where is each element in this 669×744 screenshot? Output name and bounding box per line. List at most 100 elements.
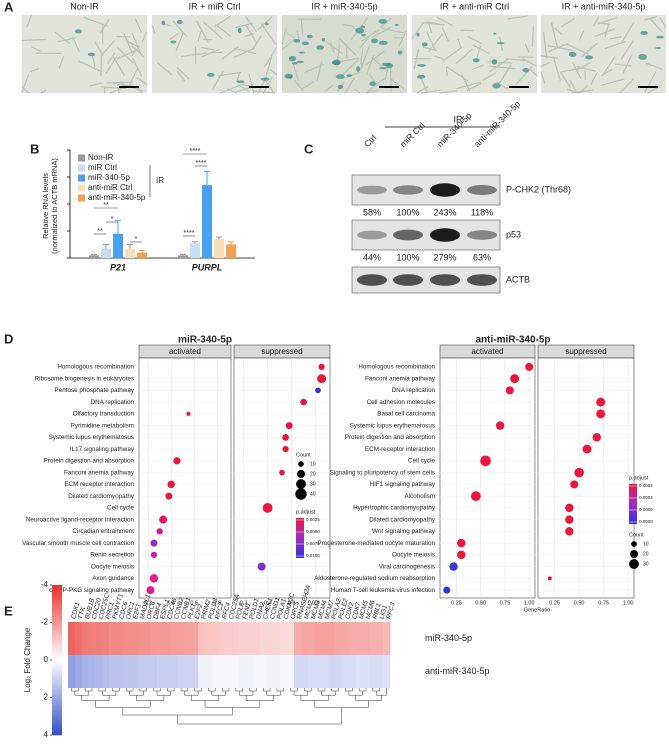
cell xyxy=(547,45,573,51)
legend-title: p.adjust xyxy=(296,509,316,515)
colorbar-cell xyxy=(52,637,62,641)
colorbar-cell xyxy=(52,630,62,633)
stain xyxy=(472,58,480,63)
micrograph xyxy=(151,15,278,94)
gene-label: E2F1 xyxy=(132,603,143,620)
y-tick-label: Fanconi anemia pathway xyxy=(365,375,436,382)
heat-cell xyxy=(232,655,240,688)
dendrogram xyxy=(239,691,254,696)
cell xyxy=(135,18,143,33)
y-tick-label: Protein digestion and absorption xyxy=(345,434,436,441)
stain xyxy=(361,33,366,37)
heat-cell xyxy=(136,622,144,655)
stain xyxy=(371,38,378,44)
heat-cell xyxy=(294,655,302,688)
heat-cell xyxy=(81,655,89,688)
heat-cell xyxy=(177,655,185,688)
x-tick-label: 0.2 xyxy=(240,600,248,606)
cell xyxy=(40,89,47,94)
dendrogram xyxy=(249,688,257,692)
bar xyxy=(101,248,111,258)
x-tick-label: 0.4 xyxy=(264,600,272,606)
y-tick-label: Progesterone-mediated oocyte maturation xyxy=(317,540,435,547)
cell xyxy=(235,22,254,29)
legend-label: 20 xyxy=(310,471,316,477)
heat-cell xyxy=(88,622,96,655)
colorbar-cell xyxy=(52,722,62,726)
heat-cell xyxy=(143,655,151,688)
cell xyxy=(428,33,444,52)
legend-dot xyxy=(629,549,639,559)
colorbar-cell xyxy=(52,597,62,601)
heat-cell xyxy=(157,655,165,688)
heat-cell xyxy=(205,622,213,655)
panel-label: E xyxy=(4,603,13,618)
band xyxy=(467,185,497,195)
row-label: anti-miR-340-5p xyxy=(425,666,490,676)
heat-cell xyxy=(170,622,178,655)
gene-label: RFC3 xyxy=(385,601,396,620)
blot-row-label: ACTB xyxy=(506,274,530,284)
colorbar-cell xyxy=(52,590,62,593)
dot xyxy=(186,411,191,416)
stain xyxy=(296,60,304,64)
sig-label: * xyxy=(135,236,138,243)
dot xyxy=(300,398,307,406)
cell xyxy=(21,38,48,42)
y-tick-label: Systemic lupus erythematosus xyxy=(350,422,435,429)
cell xyxy=(620,40,634,60)
cell xyxy=(176,67,190,80)
cell xyxy=(316,61,323,82)
legend-label: anti-miR-340-5p xyxy=(88,193,146,202)
heat-cell xyxy=(287,622,295,655)
sig-label: * xyxy=(111,216,114,223)
gene-label: E2F2 xyxy=(194,603,205,620)
y-tick-label: Olfactory transduction xyxy=(73,411,135,418)
band xyxy=(393,185,423,195)
image-bg xyxy=(541,15,666,93)
colorbar-cell xyxy=(52,712,62,716)
heat-cell xyxy=(239,655,247,688)
colorbar-cell xyxy=(52,615,62,618)
cell xyxy=(221,46,239,60)
heat-cell xyxy=(211,622,220,655)
heat-cell xyxy=(74,622,83,655)
cell xyxy=(552,56,561,82)
gene-label: RBL1 xyxy=(372,602,383,620)
bar xyxy=(113,233,123,258)
stain xyxy=(170,40,177,44)
cell xyxy=(338,37,357,56)
dendrogram xyxy=(321,691,336,696)
heat-cell xyxy=(177,622,185,655)
colorbar-cell xyxy=(52,702,62,706)
cell xyxy=(176,70,186,82)
cell xyxy=(301,81,314,91)
cell xyxy=(593,17,599,27)
cell xyxy=(360,58,363,69)
heat-cell xyxy=(102,622,110,655)
cell xyxy=(647,84,662,94)
legend-title: Count xyxy=(629,532,644,538)
cell xyxy=(83,16,108,27)
colorbar-cell xyxy=(52,680,62,683)
gene-label: DBF4 xyxy=(152,602,163,620)
cell xyxy=(361,28,380,42)
dot xyxy=(165,492,173,500)
stain xyxy=(260,77,270,81)
stain xyxy=(655,46,662,50)
dendrogram xyxy=(74,691,89,696)
y-tick-label: Alcoholism xyxy=(405,493,435,500)
heat-cell xyxy=(369,622,377,655)
stain xyxy=(306,34,313,39)
colorbar-cell xyxy=(52,665,62,668)
cell xyxy=(531,26,534,47)
image-title: Non-IR xyxy=(70,1,99,11)
cell xyxy=(622,54,633,74)
cell xyxy=(54,31,71,45)
cell xyxy=(131,45,145,57)
y-tick-label: Systemic lupus erythematosus xyxy=(49,434,134,441)
dot xyxy=(570,480,579,489)
heat-cell xyxy=(157,622,165,655)
cell xyxy=(601,56,616,77)
